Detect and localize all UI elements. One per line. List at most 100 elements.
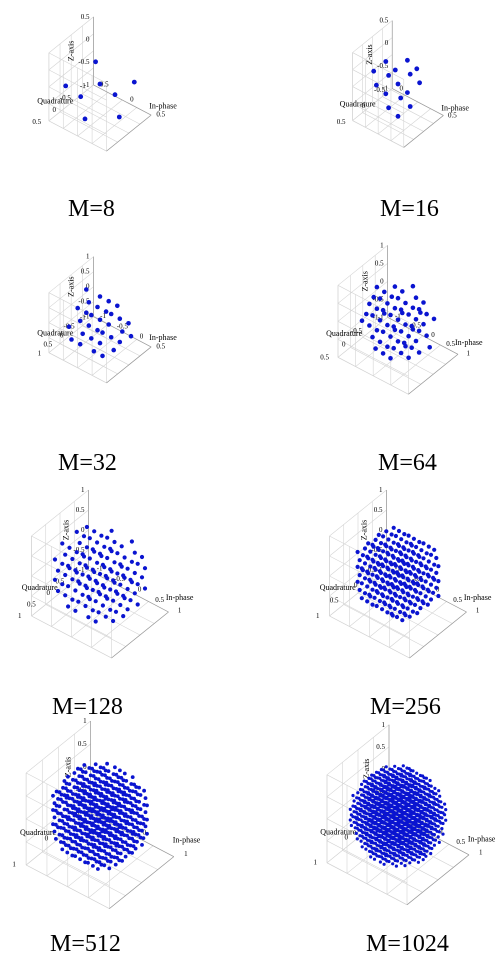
constellation-point bbox=[371, 559, 376, 564]
constellation-point bbox=[133, 818, 138, 823]
constellation-point bbox=[393, 548, 398, 553]
wall-grid-line bbox=[48, 322, 107, 354]
constellation-point bbox=[371, 544, 376, 549]
constellation-point bbox=[130, 803, 135, 808]
floor-grid-line bbox=[342, 850, 423, 893]
constellation-point bbox=[388, 312, 393, 318]
constellation-point bbox=[385, 595, 390, 600]
constellation-point bbox=[93, 852, 97, 857]
constellation-point bbox=[113, 779, 117, 784]
wall-grid-line bbox=[48, 256, 94, 293]
constellation-point bbox=[95, 769, 99, 774]
floor-grid-line bbox=[31, 615, 112, 659]
constellation-point bbox=[87, 536, 92, 541]
constellation-point bbox=[103, 828, 108, 832]
y-axis-label: Quadrature bbox=[326, 329, 362, 338]
constellation-point bbox=[109, 569, 114, 574]
constellation-point bbox=[366, 571, 371, 576]
constellation-point bbox=[401, 590, 406, 595]
constellation-point bbox=[360, 782, 364, 786]
constellation-point bbox=[85, 777, 90, 782]
wall-grid-line bbox=[352, 86, 404, 114]
floor-grid-line bbox=[386, 844, 450, 895]
constellation-point bbox=[51, 793, 55, 798]
panel-caption: M=8 bbox=[68, 196, 115, 222]
constellation-point bbox=[84, 585, 89, 591]
z-tick-label: 1 bbox=[379, 486, 383, 494]
constellation-point bbox=[84, 545, 89, 550]
constellation-point bbox=[65, 850, 70, 855]
constellation-point bbox=[434, 585, 439, 590]
constellation-point bbox=[416, 350, 422, 355]
constellation-point bbox=[118, 602, 123, 608]
constellation-point bbox=[55, 568, 61, 573]
x-tick-label: -0.5 bbox=[412, 575, 424, 583]
x-tick-label: -1 bbox=[395, 564, 401, 572]
constellation-point bbox=[116, 775, 121, 780]
constellation-point bbox=[91, 788, 96, 793]
constellation-point bbox=[51, 822, 55, 827]
constellation-point bbox=[381, 564, 386, 569]
constellation-point bbox=[436, 835, 440, 839]
y-tick-label: 1 bbox=[38, 350, 42, 358]
constellation-point bbox=[406, 563, 411, 568]
constellation-point bbox=[97, 81, 103, 87]
constellation-point bbox=[59, 825, 63, 830]
x-tick-label: 0.5 bbox=[156, 111, 165, 119]
constellation-point bbox=[94, 859, 99, 864]
x-tick-label: 1 bbox=[476, 606, 480, 614]
constellation-point bbox=[134, 785, 139, 789]
plot-3d-1024: -1-0.500.5110-110.50-0.5-1In-phaseQuadra… bbox=[314, 721, 496, 906]
constellation-point bbox=[378, 570, 384, 575]
constellation-point bbox=[395, 81, 401, 87]
constellation-point bbox=[414, 589, 419, 594]
y-axis-label: Quadrature bbox=[340, 100, 376, 109]
constellation-point bbox=[135, 839, 139, 844]
constellation-point bbox=[95, 812, 99, 817]
constellation-point bbox=[70, 825, 75, 830]
constellation-point bbox=[62, 821, 67, 826]
y-tick-label: -1 bbox=[80, 314, 86, 322]
constellation-point bbox=[392, 67, 398, 73]
constellation-point bbox=[115, 822, 120, 827]
constellation-point bbox=[433, 838, 438, 842]
constellation-point bbox=[428, 567, 434, 572]
constellation-point bbox=[129, 580, 134, 585]
constellation-point bbox=[115, 571, 120, 576]
constellation-point bbox=[80, 572, 85, 577]
constellation-point bbox=[357, 558, 362, 563]
constellation-point bbox=[411, 551, 416, 556]
constellation-point bbox=[70, 597, 75, 602]
constellation-point bbox=[418, 310, 423, 315]
constellation-point bbox=[440, 827, 444, 831]
constellation-point bbox=[141, 836, 146, 840]
constellation-point bbox=[366, 541, 371, 546]
constellation-point bbox=[376, 562, 381, 567]
constellation-point bbox=[97, 592, 103, 597]
constellation-point bbox=[142, 566, 148, 571]
constellation-point bbox=[411, 769, 415, 773]
constellation-point bbox=[89, 799, 94, 804]
constellation-point bbox=[376, 532, 381, 537]
constellation-point bbox=[63, 552, 68, 557]
constellation-point bbox=[113, 862, 118, 867]
constellation-point bbox=[55, 588, 61, 594]
constellation-point bbox=[399, 581, 404, 586]
constellation-point bbox=[125, 814, 130, 819]
constellation-point bbox=[75, 785, 80, 790]
constellation-point bbox=[105, 576, 110, 581]
y-tick-label: 1 bbox=[314, 859, 318, 867]
constellation-point bbox=[357, 587, 362, 593]
constellation-point bbox=[356, 791, 360, 795]
constellation-point bbox=[122, 804, 127, 809]
constellation-point bbox=[95, 581, 100, 586]
wall-grid-line bbox=[352, 52, 404, 80]
floor-grid-line bbox=[91, 339, 137, 376]
constellation-point bbox=[423, 579, 428, 584]
constellation-point bbox=[143, 810, 148, 815]
x-tick-label: 0.5 bbox=[456, 838, 465, 846]
constellation-point bbox=[104, 809, 109, 813]
constellation-point bbox=[111, 618, 116, 624]
z-axis-label: Z-axis bbox=[362, 759, 371, 779]
constellation-point bbox=[421, 858, 425, 862]
